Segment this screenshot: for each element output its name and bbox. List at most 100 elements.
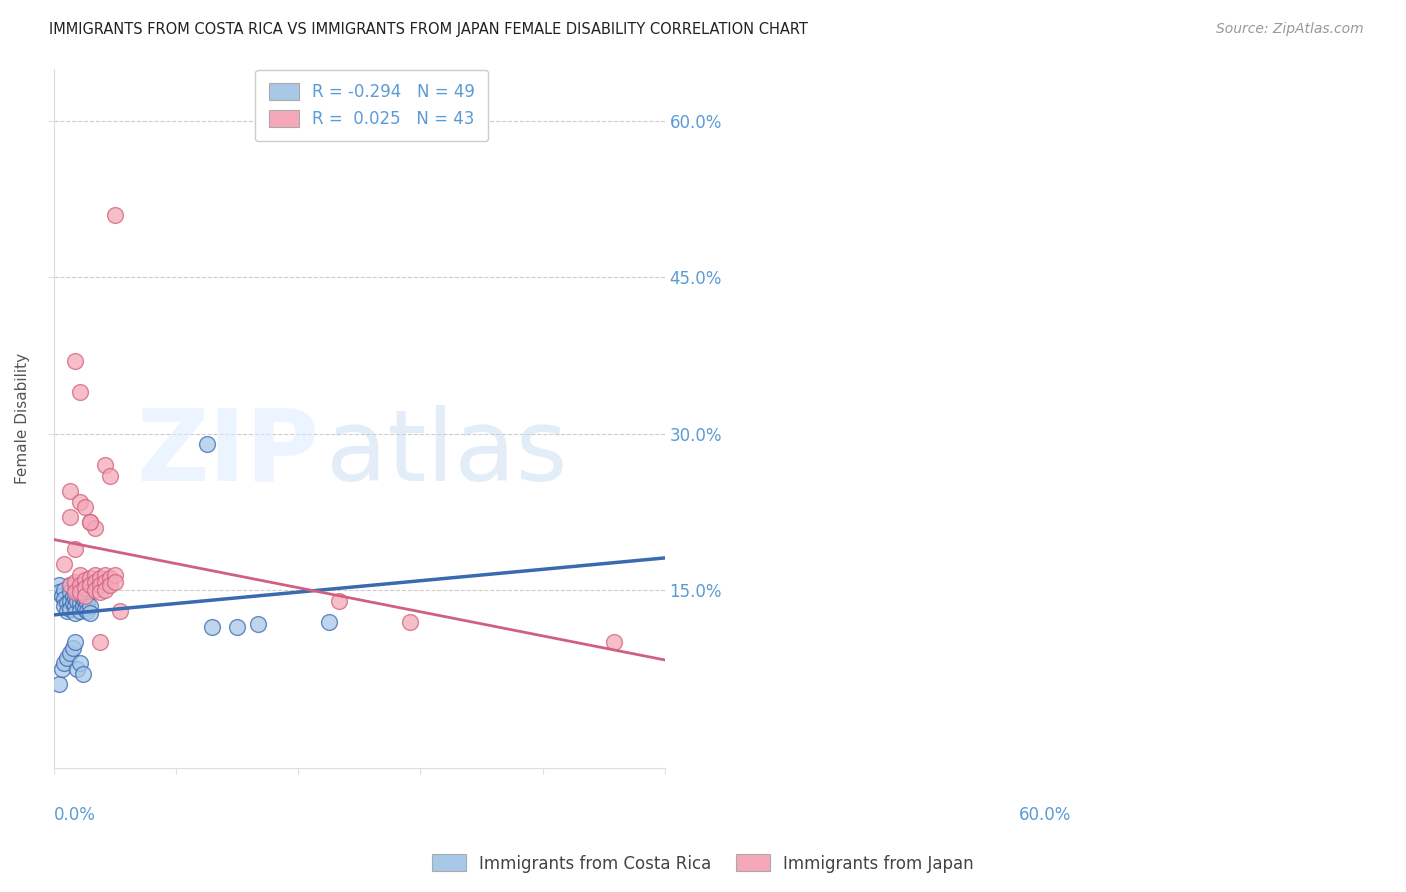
Point bbox=[69, 604, 91, 618]
Point bbox=[104, 574, 127, 589]
Point bbox=[94, 458, 117, 472]
Point bbox=[73, 573, 96, 587]
Point bbox=[399, 615, 422, 629]
Point bbox=[94, 583, 117, 598]
Point bbox=[72, 591, 94, 606]
Point bbox=[66, 662, 89, 676]
Point bbox=[602, 635, 624, 649]
Point bbox=[76, 604, 98, 618]
Point bbox=[73, 602, 96, 616]
Point bbox=[62, 589, 84, 603]
Point bbox=[89, 571, 111, 585]
Point bbox=[55, 651, 77, 665]
Point bbox=[48, 585, 70, 599]
Point bbox=[53, 583, 76, 598]
Point bbox=[73, 500, 96, 514]
Point bbox=[58, 602, 80, 616]
Point bbox=[62, 596, 84, 610]
Point bbox=[48, 677, 70, 691]
Point bbox=[89, 635, 111, 649]
Point bbox=[94, 567, 117, 582]
Point bbox=[79, 516, 101, 530]
Point bbox=[94, 574, 117, 589]
Point bbox=[79, 607, 101, 621]
Point bbox=[73, 593, 96, 607]
Point bbox=[89, 585, 111, 599]
Point bbox=[84, 567, 107, 582]
Point bbox=[226, 620, 249, 634]
Text: 60.0%: 60.0% bbox=[1019, 806, 1071, 824]
Point bbox=[98, 468, 121, 483]
Point bbox=[63, 578, 86, 592]
Point bbox=[63, 585, 86, 599]
Point bbox=[53, 657, 76, 671]
Point bbox=[72, 666, 94, 681]
Point bbox=[58, 578, 80, 592]
Point bbox=[69, 596, 91, 610]
Point bbox=[79, 571, 101, 585]
Point bbox=[201, 620, 224, 634]
Point bbox=[79, 516, 101, 530]
Point bbox=[318, 615, 340, 629]
Point bbox=[63, 607, 86, 621]
Point bbox=[58, 484, 80, 499]
Point bbox=[89, 578, 111, 592]
Point bbox=[69, 589, 91, 603]
Point bbox=[195, 437, 218, 451]
Point bbox=[55, 596, 77, 610]
Point bbox=[73, 581, 96, 595]
Point bbox=[51, 662, 73, 676]
Point bbox=[76, 596, 98, 610]
Point bbox=[51, 589, 73, 603]
Point bbox=[63, 591, 86, 605]
Point bbox=[66, 593, 89, 607]
Point bbox=[69, 567, 91, 582]
Point bbox=[53, 599, 76, 613]
Point bbox=[53, 558, 76, 572]
Y-axis label: Female Disability: Female Disability bbox=[15, 352, 30, 483]
Legend: Immigrants from Costa Rica, Immigrants from Japan: Immigrants from Costa Rica, Immigrants f… bbox=[426, 847, 980, 880]
Text: IMMIGRANTS FROM COSTA RICA VS IMMIGRANTS FROM JAPAN FEMALE DISABILITY CORRELATIO: IMMIGRANTS FROM COSTA RICA VS IMMIGRANTS… bbox=[49, 22, 808, 37]
Point bbox=[62, 640, 84, 655]
Point bbox=[84, 521, 107, 535]
Point bbox=[63, 583, 86, 598]
Point bbox=[58, 593, 80, 607]
Text: atlas: atlas bbox=[326, 405, 568, 501]
Point bbox=[69, 384, 91, 399]
Point bbox=[69, 578, 91, 592]
Point bbox=[69, 657, 91, 671]
Point bbox=[63, 635, 86, 649]
Point bbox=[98, 571, 121, 585]
Text: 0.0%: 0.0% bbox=[55, 806, 96, 824]
Point bbox=[63, 541, 86, 556]
Point bbox=[53, 591, 76, 606]
Point bbox=[246, 616, 269, 631]
Point bbox=[69, 494, 91, 508]
Point bbox=[79, 599, 101, 613]
Point bbox=[63, 599, 86, 613]
Point bbox=[48, 578, 70, 592]
Point bbox=[66, 585, 89, 599]
Point bbox=[84, 574, 107, 589]
Text: ZIP: ZIP bbox=[136, 405, 319, 501]
Point bbox=[328, 593, 350, 607]
Point bbox=[104, 208, 127, 222]
Point bbox=[58, 510, 80, 524]
Point bbox=[110, 604, 132, 618]
Point bbox=[69, 585, 91, 599]
Legend: R = -0.294   N = 49, R =  0.025   N = 43: R = -0.294 N = 49, R = 0.025 N = 43 bbox=[256, 70, 488, 141]
Point bbox=[104, 567, 127, 582]
Point bbox=[58, 585, 80, 599]
Point bbox=[73, 585, 96, 599]
Point bbox=[58, 578, 80, 592]
Point bbox=[98, 578, 121, 592]
Point bbox=[73, 589, 96, 603]
Point bbox=[79, 578, 101, 592]
Point bbox=[63, 574, 86, 589]
Point bbox=[58, 646, 80, 660]
Point bbox=[55, 604, 77, 618]
Point bbox=[69, 581, 91, 595]
Point bbox=[72, 599, 94, 613]
Text: Source: ZipAtlas.com: Source: ZipAtlas.com bbox=[1216, 22, 1364, 37]
Point bbox=[63, 353, 86, 368]
